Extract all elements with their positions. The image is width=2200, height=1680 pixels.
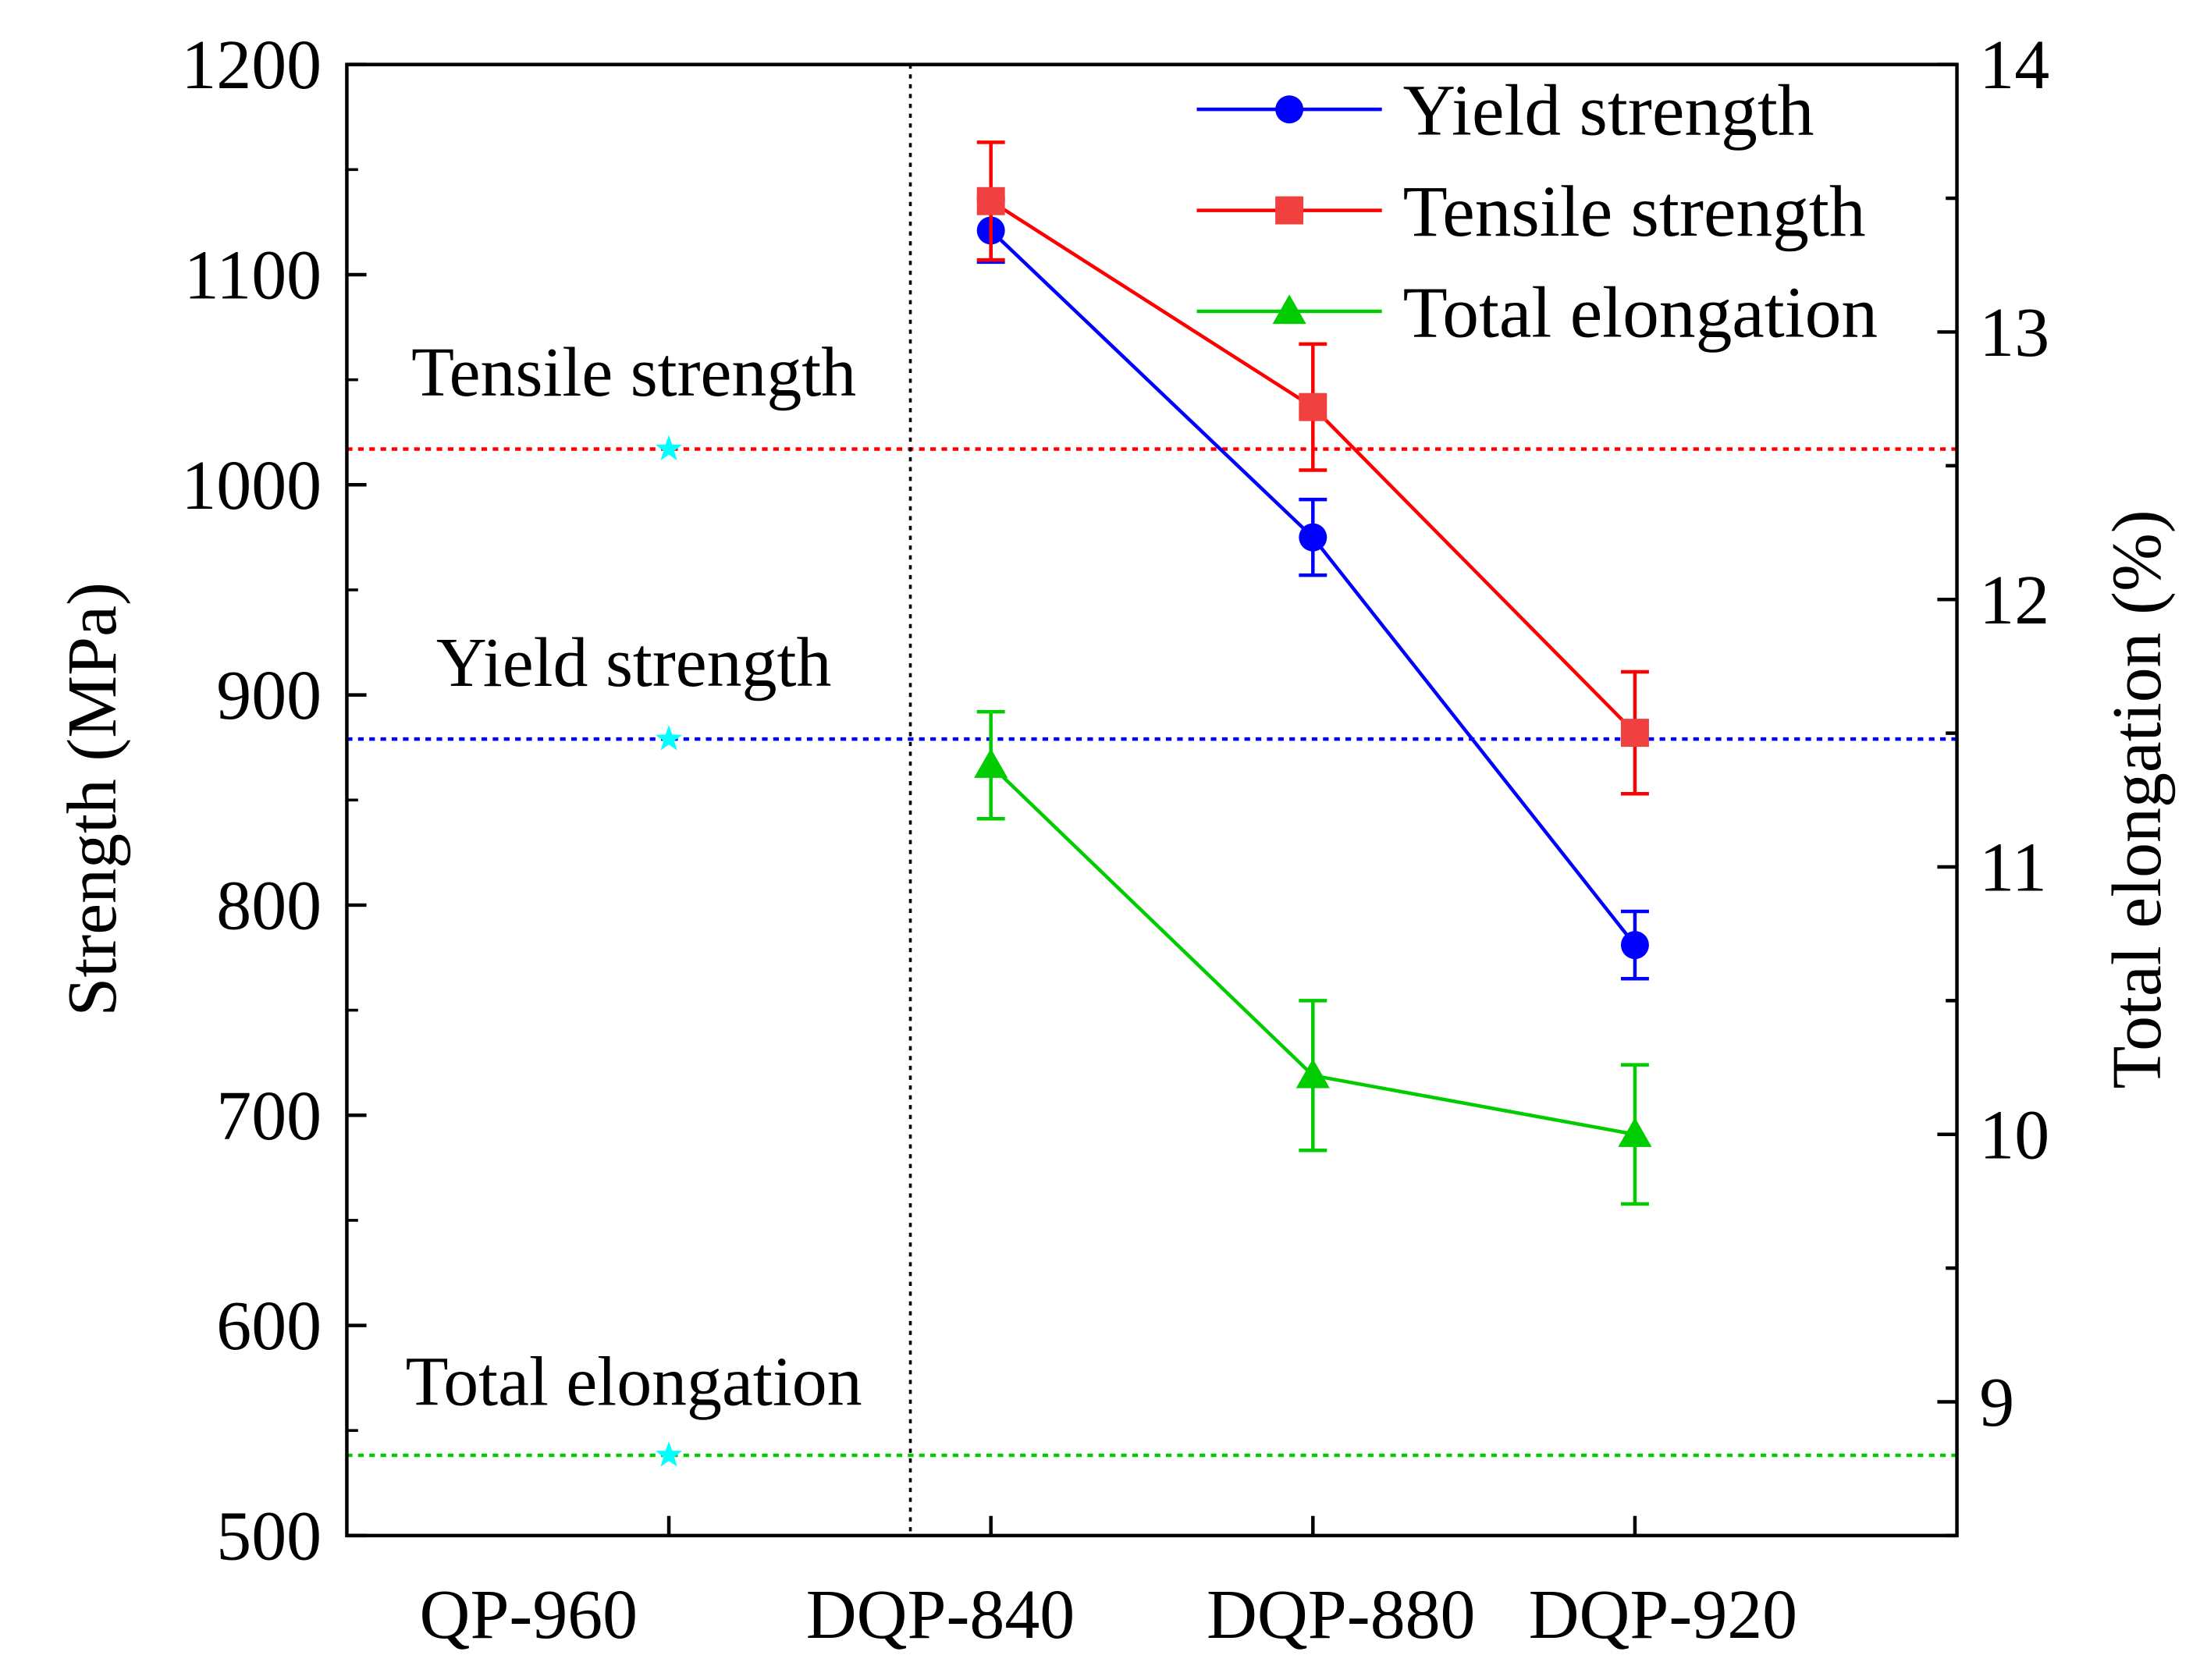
triangle-marker: [1618, 1117, 1652, 1147]
star-marker: [655, 435, 683, 461]
y-tick-label: 800: [216, 867, 322, 944]
axes: 500 600 700 800 900 1000 1100 1200 9 10 11 12 13 14 QP…: [181, 27, 2049, 1653]
y-tick-label: 600: [216, 1288, 322, 1365]
y2-tick-label: 10: [1979, 1096, 2049, 1174]
legend-label: Tensile strength: [1403, 172, 1866, 252]
y2-tick-label: 12: [1979, 562, 2049, 639]
circle-marker: [1299, 523, 1327, 552]
circle-marker: [1275, 95, 1304, 124]
x-tick-label: QP-960: [420, 1576, 638, 1653]
reference-label: Tensile strength: [411, 334, 856, 411]
series-tensile-strength: [976, 140, 1649, 796]
y2-tick-label: 11: [1979, 829, 2047, 907]
triangle-marker: [1272, 294, 1306, 325]
x-tick-label: DQP-880: [1207, 1576, 1475, 1653]
square-marker: [1275, 196, 1304, 225]
circle-marker: [1620, 931, 1649, 960]
series-yield-strength: [976, 197, 1649, 981]
triangle-marker: [974, 748, 1008, 778]
y-tick-label: 500: [216, 1497, 322, 1575]
y2-tick-label: 14: [1979, 27, 2049, 104]
x-tick-label: DQP-920: [1529, 1576, 1797, 1653]
y2-tick-label: 9: [1979, 1364, 2014, 1441]
y-tick-label: 1200: [181, 27, 322, 104]
x-tick-label: DQP-840: [806, 1576, 1075, 1653]
legend-item: Tensile strength: [1196, 172, 1866, 252]
y2-axis-label: Total elongation (%): [2099, 510, 2176, 1089]
series-total-elongation: [974, 709, 1652, 1206]
legend-item: Total elongation: [1196, 272, 1878, 353]
legend: Yield strength Tensile strength Total elon…: [1196, 71, 1878, 353]
square-marker: [1299, 392, 1327, 421]
legend-label: Yield strength: [1403, 71, 1814, 151]
reference-label: Yield strength: [436, 624, 832, 701]
star-marker: [655, 1441, 683, 1467]
star-marker: [655, 725, 683, 751]
y-axis-label: Strength (MPa): [54, 582, 131, 1016]
y-tick-label: 1000: [181, 447, 322, 524]
y-tick-label: 1100: [184, 237, 322, 314]
series-layer: [974, 140, 1652, 1206]
y-tick-label: 700: [216, 1078, 322, 1155]
triangle-marker: [1295, 1058, 1330, 1089]
y-tick-label: 900: [216, 657, 322, 734]
reference-label: Total elongation: [406, 1343, 862, 1420]
square-marker: [1620, 719, 1649, 748]
reference-lines: Tensile strength Yield strength Total elon…: [347, 334, 1957, 1467]
legend-item: Yield strength: [1196, 71, 1814, 151]
square-marker: [976, 186, 1005, 215]
y2-tick-label: 13: [1979, 294, 2049, 371]
legend-label: Total elongation: [1403, 272, 1878, 353]
